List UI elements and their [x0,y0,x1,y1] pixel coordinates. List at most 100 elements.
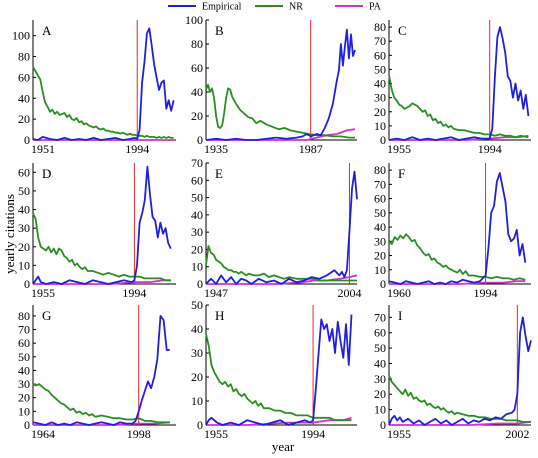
panel-a: 0 20 40 60 80 100 1951 1994 A [12,20,176,156]
x-tick-label: 1947 [204,286,228,300]
y-tick-label: 30 [374,234,386,248]
y-tick-label: 20 [191,370,203,384]
panel-label: E [215,166,223,181]
y-tick-label: 20 [191,242,203,256]
y-tick-label: 40 [374,77,386,91]
y-tick-label: 0 [380,277,386,291]
y-tick-label: 40 [191,208,203,222]
y-tick-label: 60 [374,192,386,206]
x-tick-label: 1951 [31,142,55,156]
y-tick-label: 20 [18,112,30,126]
y-tick-label: 30 [191,346,203,360]
y-tick-label: 30 [18,377,30,391]
series-line-nr [32,383,170,424]
y-tick-label: 0 [24,133,30,147]
legend-label-empirical: Empirical [202,2,242,13]
y-tick-label: 10 [191,394,203,408]
y-tick-label: 50 [191,298,203,312]
y-tick-label: 0 [197,418,203,432]
y-tick-label: 20 [18,391,30,405]
y-tick-label: 80 [374,20,386,34]
x-tick-label: 1987 [299,142,323,156]
y-tick-label: 20 [191,109,203,123]
y-tick-label: 40 [374,356,386,370]
y-tick-label: 50 [191,191,203,205]
panel-label: F [398,166,405,181]
y-tick-label: 80 [191,37,203,51]
y-tick-label: 20 [374,387,386,401]
series-line-empirical [205,314,353,426]
y-tick-label: 60 [191,173,203,187]
y-tick-label: 70 [374,310,386,324]
panel-label: B [215,23,224,38]
y-tick-label: 60 [191,61,203,75]
y-tick-label: 10 [374,119,386,133]
series-line-empirical [205,28,356,141]
y-tick-label: 50 [374,206,386,220]
legend-item-pa: PA [335,2,382,13]
y-tick-label: 50 [374,62,386,76]
y-tick-label: 70 [18,323,30,337]
y-tick-label: 30 [191,225,203,239]
y-tick-label: 20 [18,240,30,254]
y-tick-label: 20 [374,105,386,119]
x-tick-label: 1994 [125,142,149,156]
y-tick-label: 30 [18,221,30,235]
series-line-empirical [388,26,530,141]
y-tick-label: 50 [18,184,30,198]
series-line-empirical [388,172,527,285]
y-tick-label: 40 [191,322,203,336]
y-tick-label: 10 [18,258,30,272]
x-tick-label: 1955 [31,286,55,300]
x-tick-label: 2002 [505,427,529,441]
x-tick-label: 1998 [127,427,151,441]
panel-label: H [215,308,224,323]
y-tick-label: 60 [18,165,30,179]
y-tick-label: 0 [380,133,386,147]
y-tick-label: 60 [374,326,386,340]
y-tick-label: 20 [374,249,386,263]
x-tick-label: 1955 [387,427,411,441]
y-tick-label: 0 [380,418,386,432]
x-tick-label: 1935 [204,142,228,156]
legend-label-pa: PA [369,2,382,13]
y-tick-label: 10 [191,260,203,274]
y-tick-label: 0 [24,277,30,291]
y-tick-label: 70 [374,177,386,191]
series-line-nr [205,245,357,282]
series-line-empirical [32,165,172,285]
y-tick-label: 0 [197,133,203,147]
y-tick-label: 40 [18,363,30,377]
legend-item-empirical: Empirical [168,2,242,13]
y-tick-label: 60 [18,336,30,350]
series-line-pa [389,280,526,285]
x-tick-label: 1955 [204,427,228,441]
y-tick-label: 0 [197,277,203,291]
y-axis-title: yearly citations [2,194,17,274]
x-axis-title: year [272,439,295,454]
series-line-empirical [388,316,532,426]
y-tick-label: 100 [12,29,30,43]
series-line-nr [32,66,174,139]
y-tick-label: 60 [374,48,386,62]
y-tick-label: 30 [374,372,386,386]
legend-item-nr: NR [255,2,303,13]
y-tick-label: 10 [374,263,386,277]
panel-h: 0 10 20 30 40 50 1955 1994 H [191,298,357,441]
series-line-empirical [205,170,358,285]
x-tick-label: 1994 [478,142,502,156]
y-tick-label: 50 [18,350,30,364]
legend-label-nr: NR [289,2,303,13]
y-tick-label: 10 [374,403,386,417]
y-tick-label: 10 [18,404,30,418]
x-tick-label: 1964 [31,427,55,441]
series-line-nr [32,212,171,282]
series-line-nr [388,233,526,281]
y-tick-label: 70 [191,156,203,170]
